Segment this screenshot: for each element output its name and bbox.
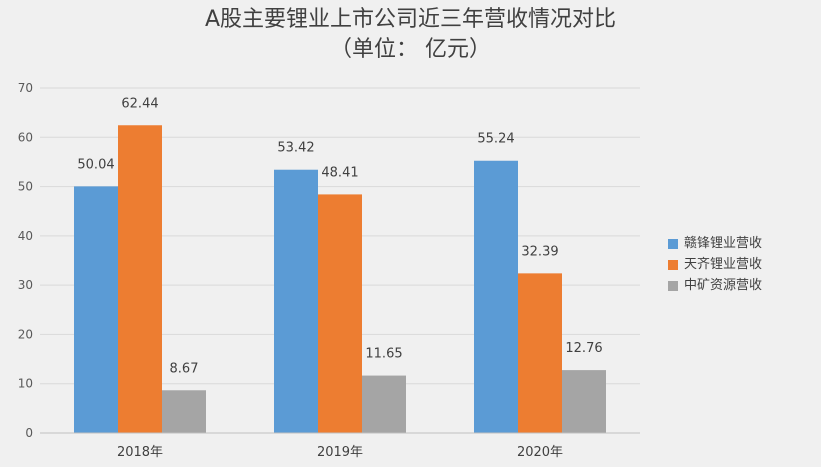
legend-swatch-2 xyxy=(668,280,678,291)
bar-1-0 xyxy=(118,125,162,433)
bar-1-1 xyxy=(318,194,362,433)
x-tick-label-0: 2018年 xyxy=(117,445,163,460)
bar-1-2 xyxy=(518,273,562,433)
bar-0-0 xyxy=(74,186,118,433)
chart-title: A股主要锂业上市公司近三年营收情况对比 xyxy=(204,7,617,32)
legend-swatch-0 xyxy=(668,238,678,249)
y-tick-label-0: 0 xyxy=(25,426,33,440)
y-tick-label-3: 30 xyxy=(18,278,33,292)
legend-label-2: 中矿资源营收 xyxy=(684,278,763,293)
y-tick-label-2: 20 xyxy=(18,327,33,341)
chart-subtitle: （单位： 亿元） xyxy=(330,37,491,62)
x-tick-label-1: 2019年 xyxy=(317,445,363,460)
y-tick-label-7: 70 xyxy=(18,81,33,95)
bar-0-2 xyxy=(474,160,518,433)
data-label-0-2: 55.24 xyxy=(477,132,514,147)
bar-0-1 xyxy=(274,169,318,434)
data-label-0-0: 50.04 xyxy=(77,157,114,172)
legend-label-1: 天齐锂业营收 xyxy=(684,257,763,272)
bar-2-1 xyxy=(362,375,406,433)
legend-item-2: 中矿资源营收 xyxy=(668,275,762,296)
bar-2-0 xyxy=(162,390,206,433)
legend-item-1: 天齐锂业营收 xyxy=(668,254,762,275)
legend: 赣锋锂业营收 天齐锂业营收 中矿资源营收 xyxy=(668,233,762,296)
y-tick-label-1: 10 xyxy=(18,377,33,391)
legend-swatch-1 xyxy=(668,259,678,270)
legend-item-0: 赣锋锂业营收 xyxy=(668,233,762,254)
y-tick-label-6: 60 xyxy=(18,130,33,144)
data-label-2-2: 12.76 xyxy=(565,341,602,356)
y-tick-label-4: 40 xyxy=(18,229,33,243)
data-label-2-1: 11.65 xyxy=(365,347,402,362)
data-label-2-0: 8.67 xyxy=(170,361,199,376)
data-label-1-2: 32.39 xyxy=(521,244,558,259)
data-label-1-1: 48.41 xyxy=(321,165,358,180)
data-label-0-1: 53.42 xyxy=(277,141,314,156)
y-tick-label-5: 50 xyxy=(18,180,33,194)
bar-2-2 xyxy=(562,370,606,433)
data-label-1-0: 62.44 xyxy=(121,96,158,111)
x-tick-label-2: 2020年 xyxy=(517,445,563,460)
legend-label-0: 赣锋锂业营收 xyxy=(684,236,763,251)
